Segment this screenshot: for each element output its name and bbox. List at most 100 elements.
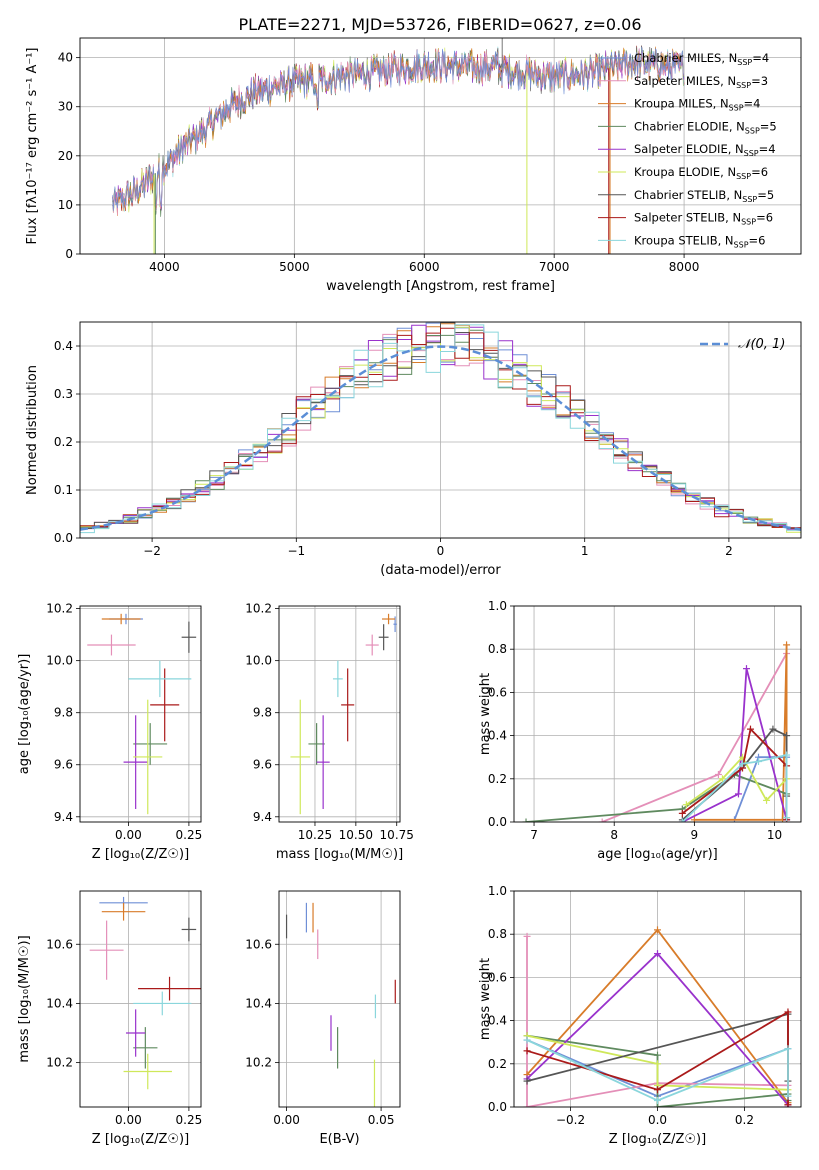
legend-entry: Kroupa ELODIE, NSSP=6 [634, 165, 768, 181]
errorbar-salpeter_elodie [123, 715, 148, 809]
errorbar-kroupa_elodie [123, 1053, 172, 1090]
point-marker [523, 932, 531, 940]
point-marker [654, 1103, 661, 1107]
x-tick-label: −0.2 [556, 1113, 585, 1127]
x-tick-label: 9 [691, 828, 699, 842]
point-marker [678, 818, 686, 822]
axes-frame [278, 605, 401, 823]
point-marker [523, 1077, 531, 1085]
y-tick-label: 0.8 [488, 642, 507, 656]
y-tick-label: 10.4 [46, 996, 73, 1010]
y-tick-label: 1.0 [488, 884, 507, 898]
axes-frame [79, 321, 802, 539]
y-tick-label: 1.0 [488, 599, 507, 613]
age-vs-mass-panel: 10.25 10.50 10.75 9.4 9.6 9.8 10.0 10.2 mass [lo… [245, 602, 414, 862]
point-marker [690, 816, 698, 822]
x-tick-label: 0.2 [735, 1113, 754, 1127]
legend-entry-suffix: =5 [757, 188, 774, 202]
series-line-kroupa_elodie [526, 1034, 789, 1091]
x-tick-label: 7000 [539, 260, 570, 274]
errorbar-kroupa_elodie [133, 699, 163, 815]
point-marker [784, 1092, 792, 1100]
spectrum-line-chabrier_miles [112, 46, 685, 212]
x-tick-label: 0.00 [273, 1113, 300, 1127]
plot-area [87, 613, 197, 815]
point-marker [654, 1086, 661, 1094]
point-marker [598, 818, 606, 822]
errorbar-salpeter_miles [87, 634, 136, 656]
point-marker [783, 641, 791, 649]
point-marker [783, 751, 791, 759]
x-tick-label: 8 [610, 828, 618, 842]
point-marker [784, 1101, 792, 1107]
figure-title: PLATE=2271, MJD=53726, FIBERID=0627, z=0… [238, 15, 641, 34]
x-tick-label: 0 [437, 544, 445, 558]
axes-frame [513, 890, 802, 1108]
y-tick-label: 0.4 [488, 1014, 507, 1028]
x-tick-label: 0.25 [176, 828, 203, 842]
legend-entry-prefix: Kroupa MILES, N [634, 97, 729, 111]
y-tick-label: 9.8 [253, 706, 272, 720]
y-tick-label: 0.2 [54, 435, 73, 449]
y-tick-label: 20 [58, 149, 73, 163]
legend-entry: Salpeter ELODIE, NSSP=4 [634, 142, 776, 158]
legend-entry-sub: SSP [741, 218, 756, 227]
axes-frame [513, 605, 802, 823]
y-tick-label: 0.0 [54, 531, 73, 545]
y-tick-label: 0.4 [488, 729, 507, 743]
y-tick-label: 10.0 [245, 654, 272, 668]
y-tick-label: 10.2 [46, 1056, 73, 1070]
legend-entry: Chabrier ELODIE, NSSP=5 [634, 119, 777, 135]
y-tick-label: 0.6 [488, 685, 507, 699]
x-tick-label: 0.25 [176, 1113, 203, 1127]
errorbar-chabrier_stelib [181, 621, 197, 653]
point-marker [654, 1051, 661, 1059]
legend-entry-sub: SSP [744, 149, 759, 158]
point-marker [734, 790, 742, 798]
legend-entry-sub: SSP [734, 240, 749, 249]
legend-entry-sub: SSP [729, 104, 744, 113]
errorbar-kroupa_stelib [128, 660, 192, 698]
y-tick-label: 30 [58, 100, 73, 114]
y-axis-label: age [log₁₀(age/yr)] [17, 654, 32, 775]
point-marker [654, 926, 661, 934]
point-marker [763, 796, 771, 804]
plot-area [290, 613, 397, 815]
y-tick-label: 10.6 [46, 937, 73, 951]
errorbar-salpeter_elodie [316, 715, 330, 809]
y-tick-label: 9.4 [54, 810, 73, 824]
point-marker [654, 950, 661, 958]
x-tick-label: −2 [143, 544, 161, 558]
x-axis-label: E(B-V) [319, 1132, 359, 1147]
x-axis-label: Z [log₁₀(Z/Z☉)] [92, 1132, 189, 1147]
legend-entry: Chabrier STELIB, NSSP=5 [634, 188, 774, 204]
plot-area [522, 641, 791, 822]
legend-entry-prefix: Kroupa ELODIE, N [634, 165, 736, 179]
legend-entry-sub: SSP [745, 126, 760, 135]
y-axis-label: mass weight [478, 673, 493, 755]
x-tick-label: −1 [287, 544, 305, 558]
point-marker [742, 665, 750, 673]
plot-area [523, 926, 792, 1107]
legend-entry-gaussian: 𝒩(0, 1) [738, 337, 785, 352]
legend-entry-suffix: =4 [759, 142, 776, 156]
legend-entry-suffix: =5 [760, 119, 777, 133]
errorbar-kroupa_miles [101, 613, 141, 625]
legend-entry-suffix: =6 [749, 233, 766, 247]
x-tick-label: 10.25 [298, 828, 332, 842]
x-tick-label: 0.05 [368, 1113, 395, 1127]
x-tick-label: 0.0 [648, 1113, 667, 1127]
legend-entry-suffix: =6 [751, 165, 768, 179]
legend-entry-prefix: Chabrier STELIB, N [634, 188, 742, 202]
legend-entry-prefix: Salpeter ELODIE, N [634, 142, 744, 156]
errorbar-salpeter_miles [89, 920, 124, 980]
point-marker [523, 1036, 531, 1044]
point-marker [769, 725, 777, 733]
y-tick-label: 10.2 [245, 1056, 272, 1070]
legend-entry-sub: SSP [737, 58, 752, 67]
x-tick-label: 10.75 [380, 828, 414, 842]
y-axis-label: Normed distribution [25, 365, 40, 495]
x-tick-label: 10 [767, 828, 782, 842]
